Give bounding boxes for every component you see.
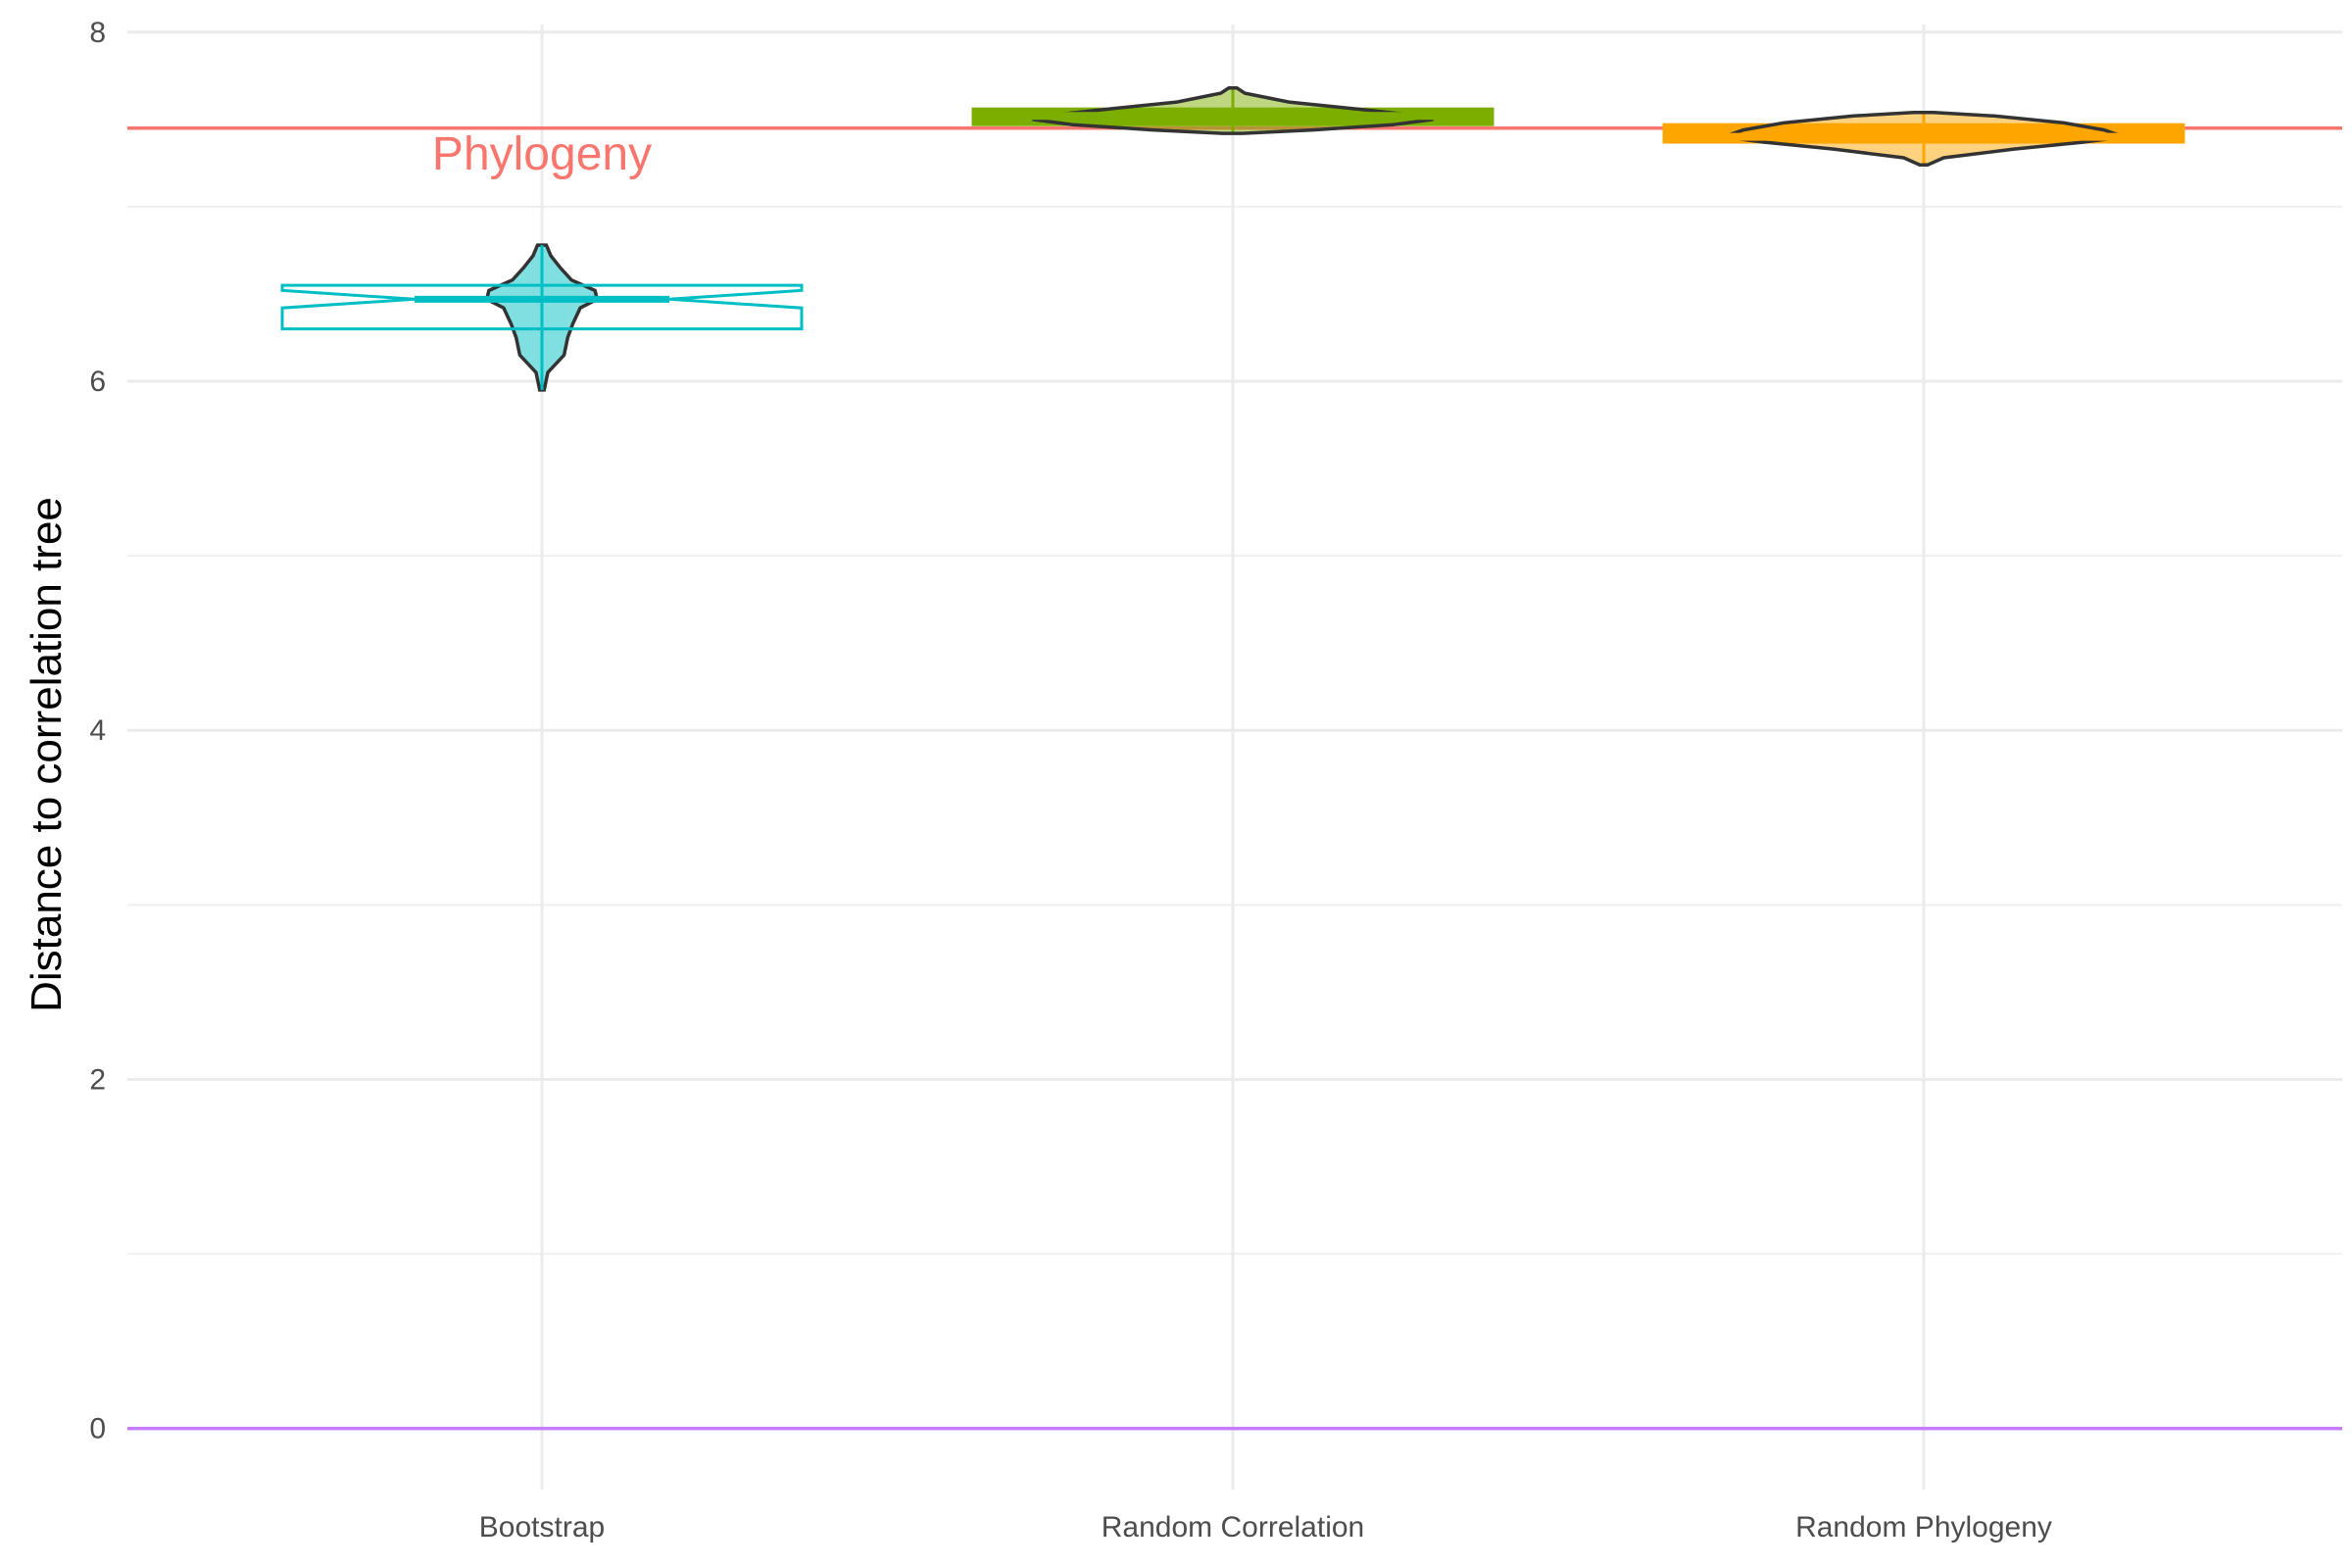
reference-lines: Phylogeny [127,126,2342,1431]
grid-lines [127,24,2342,1490]
x-tick-labels: Bootstrap Random Correlation Random Phylog… [479,1511,2052,1544]
y-tick-label: 0 [89,1413,106,1446]
y-tick-label: 4 [89,714,106,747]
y-tick-label: 6 [89,366,106,398]
x-tick-label: Random Phylogeny [1795,1511,2052,1544]
x-tick-label: Random Correlation [1102,1511,1364,1544]
violins-and-boxes [280,86,2185,392]
y-tick-labels: 0 2 4 6 8 [89,17,106,1446]
series-random-correlation [971,86,1494,135]
series-bootstrap [280,243,804,392]
series-random-phylogeny [1662,110,2185,167]
box [280,283,804,331]
reference-line-label: Phylogeny [432,128,652,180]
y-tick-label: 2 [89,1063,106,1096]
y-tick-label: 8 [89,17,106,49]
y-axis-title: Distance to correlation tree [23,497,71,1012]
x-tick-label: Bootstrap [479,1511,605,1544]
violin-shape [1032,86,1434,135]
